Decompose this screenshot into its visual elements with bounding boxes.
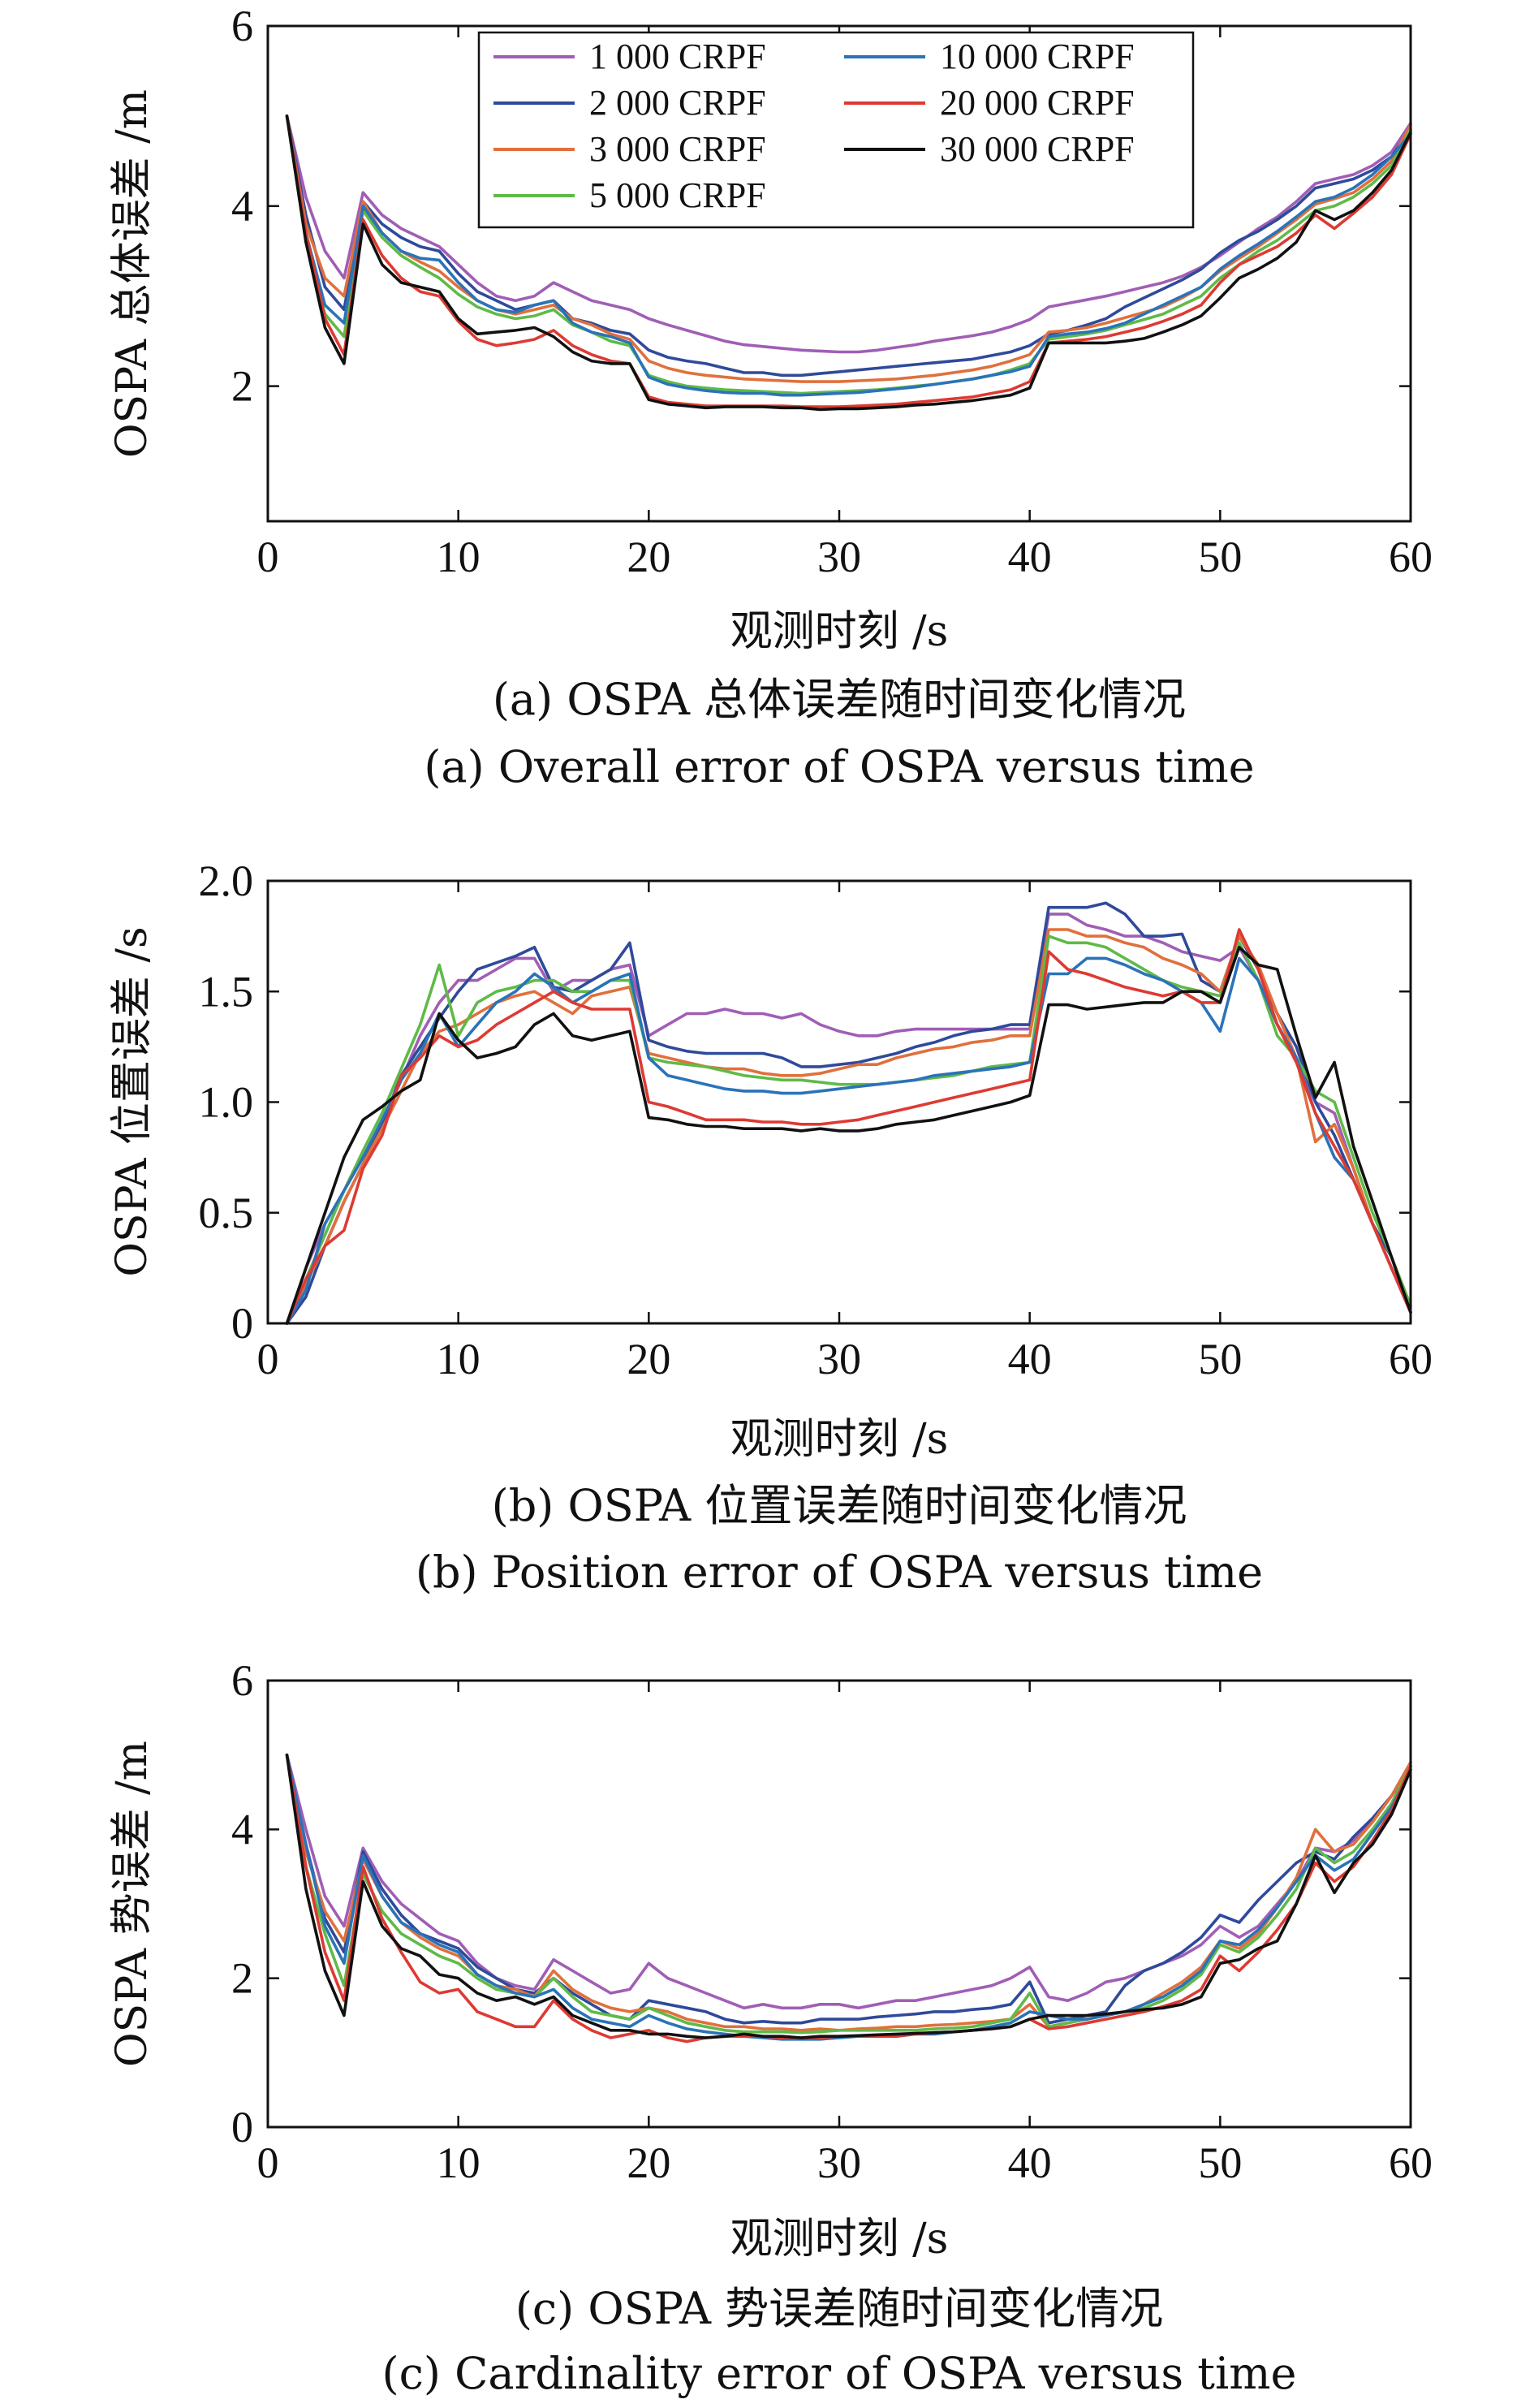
panel-b-x-tick-label: 30 <box>817 1335 861 1383</box>
panel-a-y-tick-label: 2 <box>231 362 253 411</box>
panel-c-y-tick-label: 6 <box>231 1656 253 1705</box>
panel-c-series-line-5 <box>285 1753 1412 2043</box>
panel-b-series-line-1 <box>285 901 1412 1325</box>
panel-a-x-tick-label: 50 <box>1198 533 1242 581</box>
panel-c-x-tick-label: 20 <box>627 2138 670 2187</box>
panel-b-series-line-2 <box>285 928 1412 1325</box>
legend-label-6: 30 000 CRPF <box>940 129 1135 169</box>
panel-c-ticks: 0 10 20 30 40 50 60 0 2 4 6 <box>231 1656 1433 2187</box>
panel-a-x-tick-label: 20 <box>627 533 670 581</box>
panel-b-lines <box>285 901 1412 1325</box>
panel-b-y-tick-label: 2.0 <box>199 857 254 905</box>
panel-a: 0 10 20 30 40 50 60 2 4 6 观测时刻 /s OSPA 总体误差 /m (a… <box>108 2 1433 792</box>
panel-b-x-tick-label: 60 <box>1389 1335 1433 1383</box>
panel-b-y-axis-label: OSPA 位置误差 /s <box>108 926 157 1276</box>
panel-c-x-axis-label: 观测时刻 /s <box>730 2215 949 2263</box>
panel-b-series-line-5 <box>285 928 1412 1325</box>
panel-b-ticks: 0 10 20 30 40 50 60 0 0.5 1.0 1.5 2.0 <box>199 857 1433 1383</box>
panel-c-series-line-4 <box>285 1753 1412 2041</box>
panel-a-y-axis-label: OSPA 总体误差 /m <box>108 89 157 458</box>
panel-c-y-tick-label: 0 <box>231 2103 253 2151</box>
panel-c: 0 10 20 30 40 50 60 0 2 4 6 观测时刻 /s OSPA 势误差 /m (c… <box>108 1656 1433 2399</box>
legend-label-1: 2 000 CRPF <box>589 83 766 123</box>
panel-c-caption-english: (c) Cardinality error of OSPA versus tim… <box>382 2348 1297 2399</box>
legend-label-0: 1 000 CRPF <box>589 37 766 76</box>
panel-c-plot-frame <box>266 1679 1412 2129</box>
panel-c-series-line-3 <box>285 1753 1412 2035</box>
panel-c-series-line-6 <box>285 1753 1412 2039</box>
panel-a-series-line-0 <box>285 114 1412 354</box>
panel-a-x-tick-label: 60 <box>1389 533 1433 581</box>
panel-c-x-tick-label: 60 <box>1389 2138 1433 2187</box>
panel-c-y-tick-label: 2 <box>231 1954 253 2003</box>
panel-c-y-tick-label: 4 <box>231 1805 253 1853</box>
panel-b-series-line-0 <box>285 913 1412 1325</box>
legend-label-4: 10 000 CRPF <box>940 37 1135 76</box>
panel-c-series-line-1 <box>285 1753 1412 2025</box>
legend-label-5: 20 000 CRPF <box>940 83 1135 123</box>
panel-b-y-tick-label: 0.5 <box>199 1189 254 1237</box>
panel-c-series-line-0 <box>285 1753 1412 2010</box>
panel-a-series-line-3 <box>285 114 1412 395</box>
panel-a-x-tick-label: 0 <box>257 533 279 581</box>
panel-a-y-tick-label: 6 <box>231 2 253 50</box>
panel-a-series-line-1 <box>285 114 1412 378</box>
panel-a-series-line-5 <box>285 114 1412 408</box>
legend-label-2: 3 000 CRPF <box>589 129 766 169</box>
legend: 1 000 CRPF 2 000 CRPF 3 000 CRPF 5 000 CRPF… <box>477 31 1195 229</box>
panel-b-series-line-4 <box>285 956 1412 1325</box>
panel-a-x-tick-label: 30 <box>817 533 861 581</box>
legend-label-3: 5 000 CRPF <box>589 175 766 215</box>
panel-a-x-tick-label: 40 <box>1008 533 1052 581</box>
panel-c-x-tick-label: 0 <box>257 2138 279 2187</box>
panel-b-x-tick-label: 40 <box>1008 1335 1052 1383</box>
panel-a-series-line-4 <box>285 114 1412 397</box>
panel-a-lines <box>285 114 1412 412</box>
panel-a-x-axis-label: 观测时刻 /s <box>730 607 949 656</box>
panel-b-caption-english: (b) Position error of OSPA versus time <box>416 1547 1263 1598</box>
panel-c-x-tick-label: 30 <box>817 2138 861 2187</box>
panel-b-y-tick-label: 1.5 <box>199 967 254 1016</box>
legend-box <box>477 31 1195 229</box>
panel-a-caption-english: (a) Overall error of OSPA versus time <box>424 741 1254 792</box>
panel-b-x-tick-label: 20 <box>627 1335 670 1383</box>
panel-c-x-tick-label: 50 <box>1198 2138 1242 2187</box>
panel-b: 0 10 20 30 40 50 60 0 0.5 1.0 1.5 2.0 观测时刻 /s OSPA … <box>108 857 1433 1598</box>
panel-c-lines <box>285 1753 1412 2043</box>
panel-a-ticks: 0 10 20 30 40 50 60 2 4 6 <box>231 2 1433 581</box>
panel-b-x-tick-label: 0 <box>257 1335 279 1383</box>
panel-a-x-tick-label: 10 <box>437 533 480 581</box>
panel-c-caption-chinese: (c) OSPA 势误差随时间变化情况 <box>515 2283 1163 2334</box>
panel-c-y-axis-label: OSPA 势误差 /m <box>108 1741 157 2067</box>
panel-a-y-tick-label: 4 <box>231 182 253 231</box>
panel-b-x-axis-label: 观测时刻 /s <box>730 1415 949 1464</box>
panel-b-series-line-6 <box>285 946 1412 1325</box>
panel-b-x-tick-label: 50 <box>1198 1335 1242 1383</box>
panel-b-x-tick-label: 10 <box>437 1335 480 1383</box>
panel-b-y-tick-label: 0 <box>231 1299 253 1348</box>
panel-a-series-line-6 <box>285 114 1412 412</box>
panel-a-caption-chinese: (a) OSPA 总体误差随时间变化情况 <box>493 674 1186 725</box>
panel-b-caption-chinese: (b) OSPA 位置误差随时间变化情况 <box>492 1480 1187 1531</box>
panel-c-x-tick-label: 40 <box>1008 2138 1052 2187</box>
panel-c-x-tick-label: 10 <box>437 2138 480 2187</box>
panel-b-y-tick-label: 1.0 <box>199 1078 254 1127</box>
